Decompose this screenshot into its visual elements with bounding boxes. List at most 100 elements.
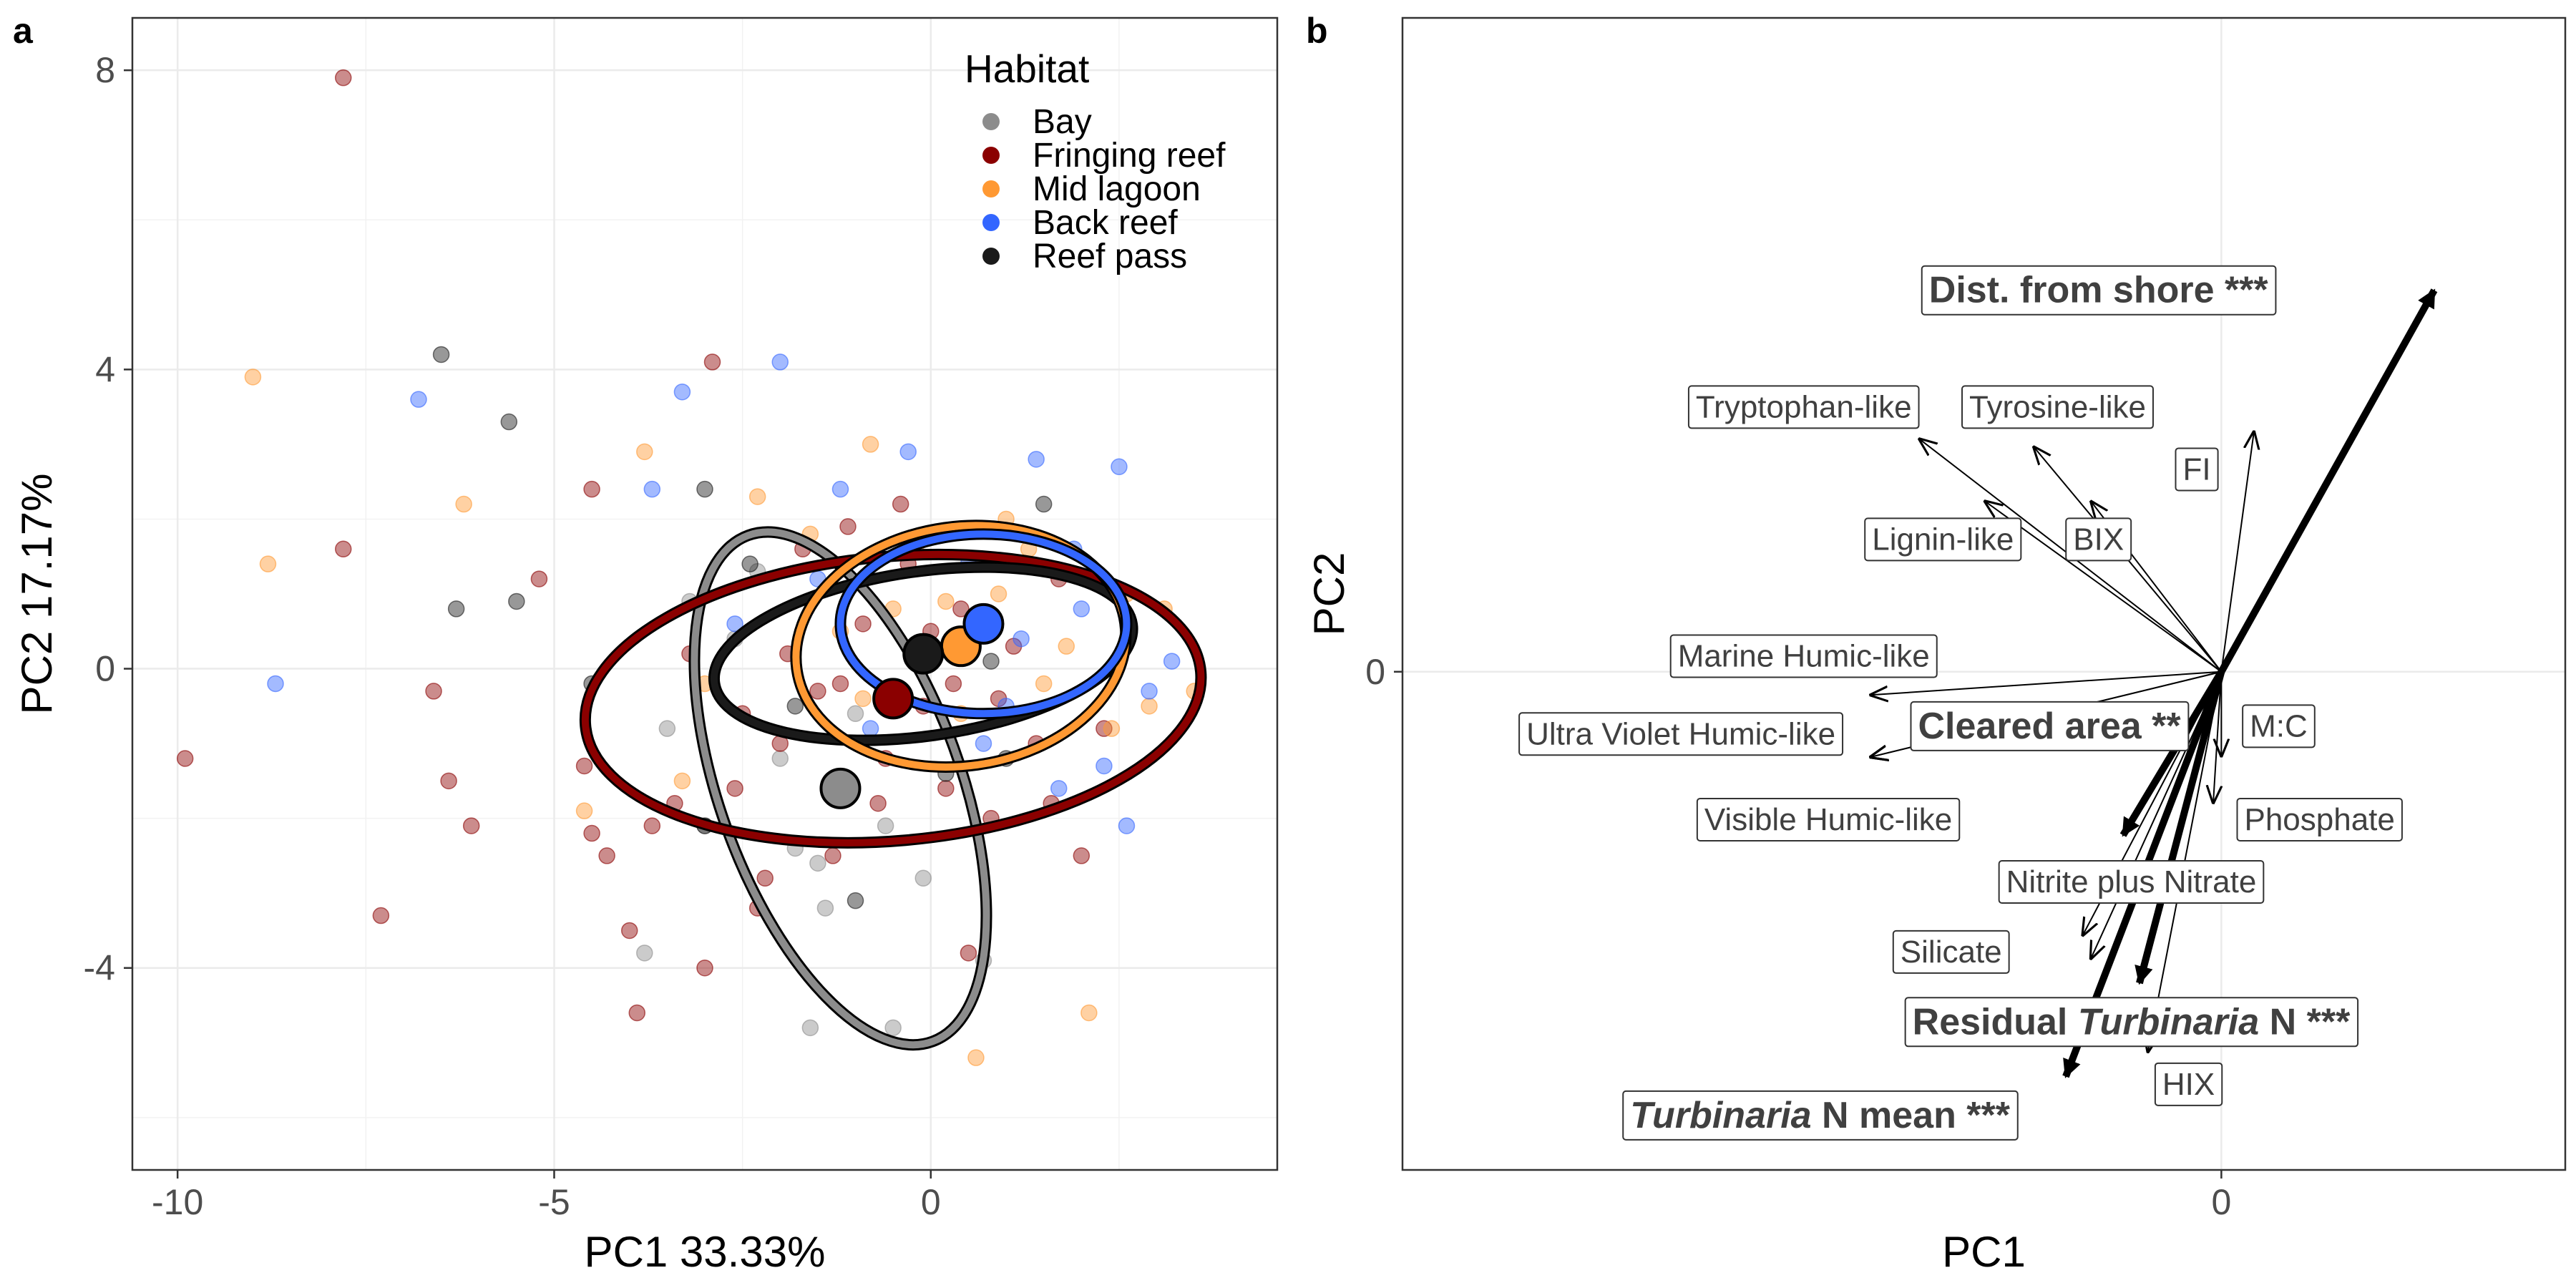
point-fringing-reef [598,847,615,864]
point-mid-lagoon [259,555,277,572]
legend-label-back-reef: Back reef [1033,204,1178,242]
panel-b-letter: b [1306,11,1328,51]
vector-label-box [1669,634,1938,678]
legend-label-mid-lagoon: Mid lagoon [1033,170,1201,208]
vector-label-turbinaria-n-mean: Turbinaria N mean *** [1622,1090,2019,1141]
panel-a-letter: a [13,11,34,51]
point-mid-lagoon [1103,720,1121,737]
point-mid-lagoon [1141,698,1158,715]
point-reef-pass [508,592,525,610]
point-back-reef [1050,780,1068,797]
point-back-reef [267,675,284,693]
ellipse-back-reef [836,530,1131,718]
point-mid-lagoon [748,488,766,505]
point-fringing-reef [869,794,887,812]
vector-label-text: Visible Humic-like [1704,802,1952,837]
point-mid-lagoon [990,585,1008,602]
point-back-reef [1118,817,1136,834]
vector-label-box [1961,385,2154,429]
point-fringing-reef [1073,847,1091,864]
point-back-reef [1096,757,1113,775]
point-mid-lagoon [244,369,262,386]
point-mid-lagoon [967,1049,985,1066]
point-bay [816,899,834,917]
point-fringing-reef [530,570,548,587]
vector-label-text: Lignin-like [1872,522,2014,557]
point-back-reef [862,720,879,737]
vector-label-silicate: Silicate [1892,930,2010,974]
point-fringing-reef [696,959,713,977]
x-axis-title: PC1 [1942,1228,2026,1276]
vector-label-text: Cleared area ** [1918,706,2181,747]
point-fringing-reef [824,847,841,864]
point-mid-lagoon [1035,675,1053,693]
vector-label-text: Nitrite plus Nitrate [2006,864,2257,899]
centroid-bay [819,767,862,809]
panel-a-scatter: a -10 -5 0 -4 0 4 8 PC1 33.33% PC2 17.17% Habitat… [13,11,1279,1276]
legend-label-bay: Bay [1033,103,1092,141]
point-fringing-reef [892,495,909,513]
vector-label-text: Tyrosine-like [1969,389,2146,424]
point-mid-lagoon [862,436,879,453]
point-back-reef [1163,653,1181,670]
point-back-reef [1028,451,1045,468]
vector-label-box [1864,517,2022,562]
vector-label-box [1687,385,1920,429]
vector-label-box [2175,447,2219,492]
point-bay [636,945,653,962]
vector-label-box [1518,712,1844,756]
vector-label-box [1892,930,2010,974]
vector-label-box [2236,797,2403,841]
legend-key-bay [982,113,1000,130]
point-bay [771,750,789,767]
point-fringing-reef [726,780,743,797]
point-back-reef [899,443,917,461]
vector-label-nitrite-plus-nitrate: Nitrite plus Nitrate [1998,860,2265,904]
vector-label-box [2065,517,2132,562]
vector-label-text: Tryptophan-like [1696,389,1912,424]
point-mid-lagoon [575,802,593,819]
vector-phosphate [2213,671,2221,804]
point-reef-pass [447,600,465,618]
point-mid-lagoon [937,592,955,610]
y-tick-label: 0 [1365,652,1385,692]
point-mid-lagoon [854,690,872,708]
vector-label-text: Turbinaria N mean *** [1630,1095,2011,1136]
point-fringing-reef [831,675,849,693]
point-back-reef [410,391,427,408]
point-reef-pass [696,480,713,498]
point-bay [809,854,826,872]
point-back-reef [975,735,992,752]
point-fringing-reef [643,817,661,834]
vector-label-phosphate: Phosphate [2236,797,2403,841]
point-bay [877,817,894,834]
point-back-reef [1111,458,1128,476]
legend-key-back-reef [982,214,1000,231]
legend-key-reef-pass [982,248,1000,265]
vector-label-text: Silicate [1901,935,2002,970]
point-fringing-reef [937,780,955,797]
point-fringing-reef [756,869,774,887]
vector-label-text: Residual Turbinaria N *** [1913,1001,2351,1043]
point-fringing-reef [372,907,390,924]
point-reef-pass [1035,495,1053,513]
vector-label-box [1998,860,2265,904]
y-axis-title: PC2 17.17% [13,474,61,715]
vector-fi [2220,431,2254,672]
vector-label-fi: FI [2175,447,2219,492]
vector-cleared-area [2119,670,2225,837]
vector-dist-from-shore [2218,288,2438,674]
point-back-reef [643,480,661,498]
y-tick-label: -4 [84,948,115,988]
point-bay [801,1019,819,1037]
point-fringing-reef [960,945,977,962]
panel-b-frame [1401,16,2567,1171]
point-fringing-reef [583,480,600,498]
point-fringing-reef [462,817,480,834]
y-tick-label: 0 [95,649,115,689]
point-fringing-reef [945,675,962,693]
vector-label-text: HIX [2162,1067,2215,1102]
vector-label-text: M:C [2250,708,2308,743]
vector-label-cleared-area: Cleared area ** [1910,701,2190,751]
point-bay [914,869,932,887]
